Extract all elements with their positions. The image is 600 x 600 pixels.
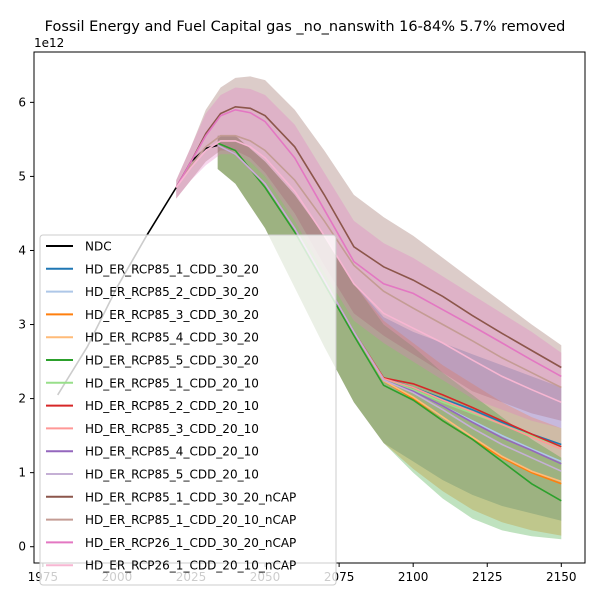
legend-box: [39, 234, 337, 586]
legend-label-3: HD_ER_RCP85_3_CDD_30_20: [85, 308, 259, 322]
series-line-11: [175, 105, 562, 369]
y-tick-label-6: 6: [18, 95, 26, 109]
legend-label-12: HD_ER_RCP85_1_CDD_20_10_nCAP: [85, 513, 296, 527]
y-tick-label-2: 2: [18, 392, 26, 406]
legend-label-8: HD_ER_RCP85_3_CDD_20_10: [85, 422, 259, 436]
series-line-12: [175, 134, 562, 389]
x-tick-label-5: 2100: [398, 570, 429, 584]
legend: NDC HD_ER_RCP85_1_CDD_30_20 HD_ER_RCP85_2_…: [39, 234, 337, 586]
y-tick-label-0: 0: [18, 540, 26, 554]
series-line-5: [217, 142, 562, 502]
y-tick-label-1: 1: [18, 466, 26, 480]
legend-label-7: HD_ER_RCP85_2_CDD_20_10: [85, 399, 259, 413]
legend-label-6: HD_ER_RCP85_1_CDD_20_10: [85, 376, 259, 390]
legend-label-13: HD_ER_RCP26_1_CDD_30_20_nCAP: [85, 536, 296, 550]
band-13: [176, 87, 562, 429]
legend-label-5: HD_ER_RCP85_5_CDD_30_20: [85, 354, 259, 368]
series-line-10: [217, 144, 562, 472]
legend-label-0: NDC: [85, 240, 112, 254]
y-tick-label-5: 5: [18, 169, 26, 183]
y-offset-label: 1e12: [34, 36, 64, 50]
legend-label-14: HD_ER_RCP26_1_CDD_20_10_nCAP: [85, 559, 296, 573]
series-line-13: [175, 108, 562, 378]
chart-title: Fossil Energy and Fuel Capital gas _no_n…: [45, 19, 566, 35]
legend-label-9: HD_ER_RCP85_4_CDD_20_10: [85, 445, 259, 459]
legend-label-4: HD_ER_RCP85_4_CDD_30_20: [85, 331, 259, 345]
legend-label-2: HD_ER_RCP85_2_CDD_30_20: [85, 285, 259, 299]
legend-label-10: HD_ER_RCP85_5_CDD_20_10: [85, 468, 259, 482]
legend-label-1: HD_ER_RCP85_1_CDD_30_20: [85, 262, 259, 276]
x-tick-label-6: 2125: [472, 570, 503, 584]
x-tick-label-7: 2150: [546, 570, 577, 584]
legend-label-11: HD_ER_RCP85_1_CDD_30_20_nCAP: [85, 490, 296, 504]
y-tick-label-3: 3: [18, 318, 26, 332]
y-tick-label-4: 4: [18, 243, 26, 257]
band-11: [176, 76, 562, 421]
